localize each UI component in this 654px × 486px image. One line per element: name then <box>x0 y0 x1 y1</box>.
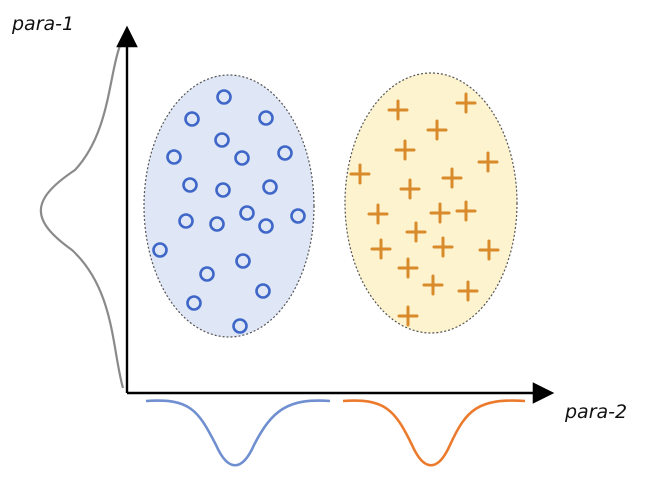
y-axis-label: para-1 <box>11 13 74 35</box>
plus-marker <box>405 221 427 243</box>
circle-cluster-density-curve <box>145 399 331 467</box>
circle-marker <box>239 205 255 221</box>
circle-marker <box>152 242 168 258</box>
circle-marker <box>166 149 182 165</box>
circle-marker <box>186 295 202 311</box>
plus-cluster-region <box>344 72 518 334</box>
circle-marker <box>235 253 251 269</box>
circle-marker <box>290 208 306 224</box>
circle-marker <box>178 213 194 229</box>
circle-marker <box>258 218 274 234</box>
plus-marker <box>422 274 444 296</box>
circle-marker <box>214 132 230 148</box>
circle-marker <box>182 177 198 193</box>
circle-marker <box>216 89 232 105</box>
circle-marker <box>209 216 225 232</box>
plus-marker <box>394 139 416 161</box>
circle-marker <box>199 266 215 282</box>
plus-marker <box>399 178 421 200</box>
circle-marker <box>234 150 250 166</box>
plus-marker <box>455 200 477 222</box>
circle-marker <box>262 179 278 195</box>
plus-marker <box>370 238 392 260</box>
plus-marker <box>432 236 454 258</box>
plus-marker <box>397 305 419 327</box>
plus-marker <box>426 119 448 141</box>
plus-marker <box>477 151 499 173</box>
plus-marker <box>457 280 479 302</box>
plus-markers <box>349 92 500 327</box>
circle-marker <box>255 283 271 299</box>
circle-markers <box>152 89 306 334</box>
plus-marker <box>429 202 451 224</box>
plus-marker <box>367 203 389 225</box>
plus-cluster-density-curve <box>342 399 526 467</box>
plus-marker <box>441 167 463 189</box>
y-axis-density-curve <box>39 37 125 389</box>
circle-marker <box>232 318 248 334</box>
circle-marker <box>215 182 231 198</box>
plus-marker <box>455 92 477 114</box>
circle-marker <box>258 110 274 126</box>
plus-marker <box>397 257 419 279</box>
circle-cluster-region <box>143 74 315 338</box>
x-axis-label: para-2 <box>564 401 627 423</box>
plus-marker <box>349 163 371 185</box>
circle-marker <box>277 145 293 161</box>
plus-marker <box>387 99 409 121</box>
plus-marker <box>478 239 500 261</box>
circle-marker <box>184 111 200 127</box>
